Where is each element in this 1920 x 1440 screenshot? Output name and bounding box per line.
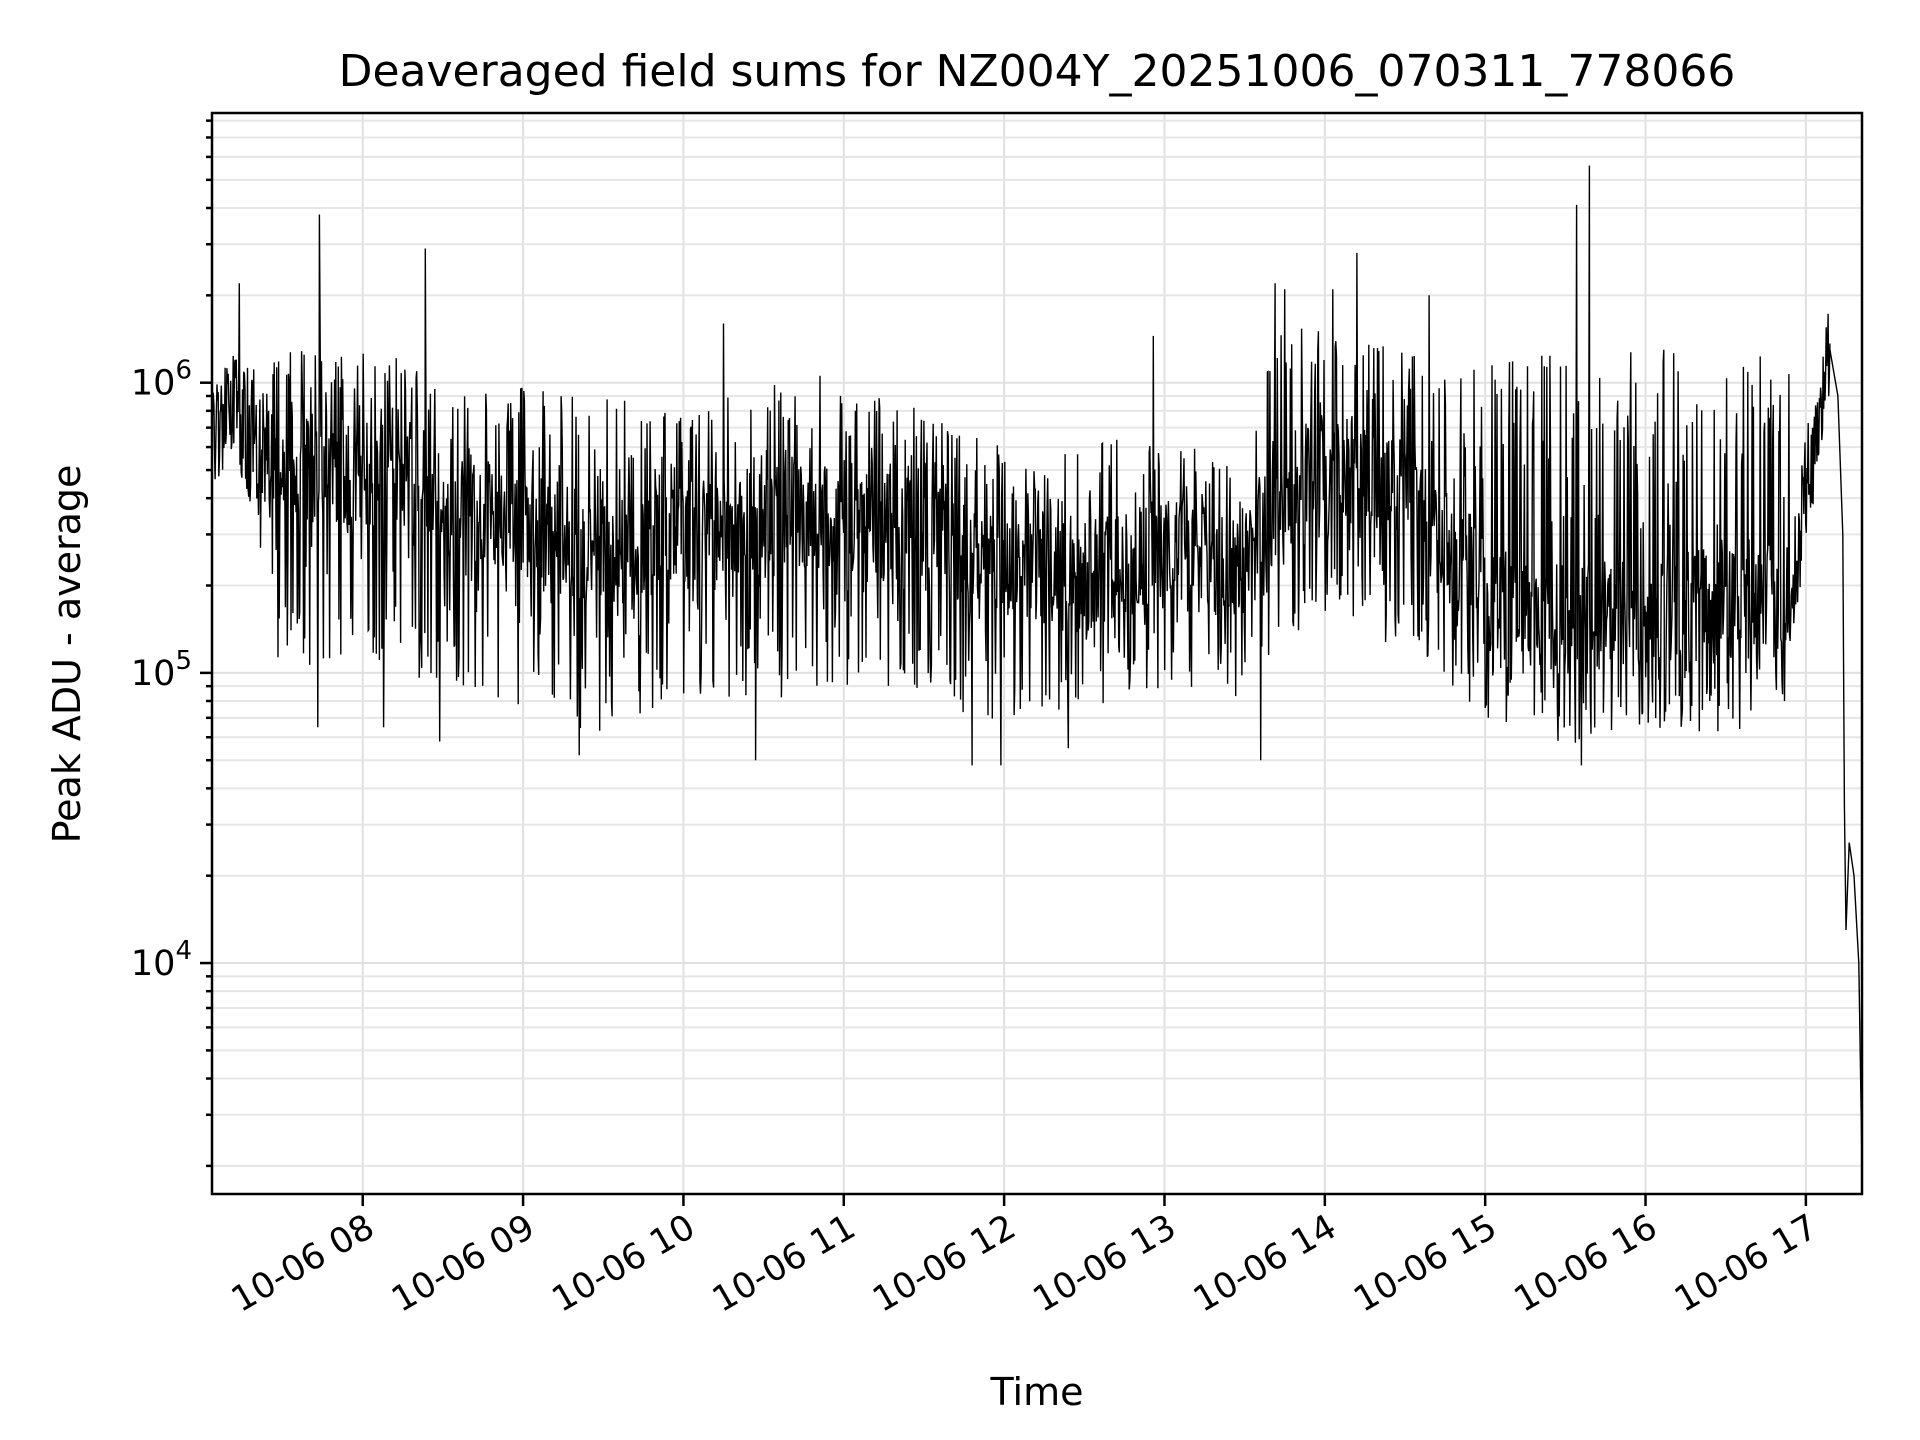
x-tick-label: 10-06 17 — [1668, 1207, 1824, 1320]
grid-layer — [212, 113, 1862, 1194]
x-tick-label: 10-06 08 — [225, 1207, 381, 1320]
chart-title: Deaveraged field sums for NZ004Y_2025100… — [339, 46, 1736, 97]
x-axis-label: Time — [990, 1370, 1084, 1414]
y-tick-label: 106 — [131, 356, 192, 404]
x-tick-label: 10-06 11 — [706, 1207, 862, 1320]
plot-frame — [210, 111, 1864, 1196]
series-line — [211, 165, 1863, 1166]
x-tick-label: 10-06 09 — [385, 1207, 541, 1320]
x-tick-label: 10-06 15 — [1347, 1207, 1503, 1320]
x-tick-label: 10-06 16 — [1508, 1207, 1664, 1320]
series-layer — [211, 165, 1863, 1166]
y-tick-label: 105 — [131, 646, 192, 694]
x-tick-label: 10-06 12 — [866, 1207, 1022, 1320]
x-tick-label: 10-06 14 — [1187, 1207, 1343, 1320]
x-tick-label: 10-06 10 — [546, 1207, 702, 1320]
x-tick-label: 10-06 13 — [1027, 1207, 1183, 1320]
y-axis-label: Peak ADU - average — [45, 465, 89, 844]
y-tick-label: 104 — [131, 936, 192, 984]
